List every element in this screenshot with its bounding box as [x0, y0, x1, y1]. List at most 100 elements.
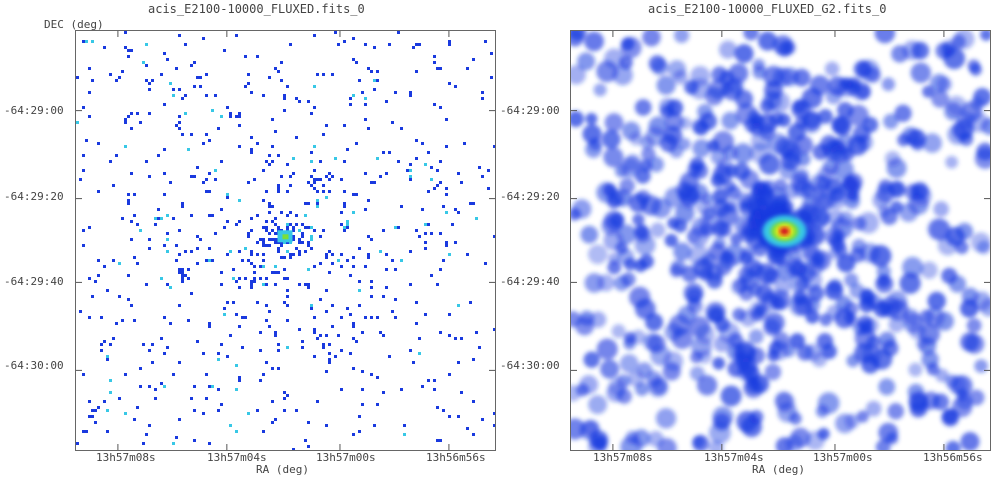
smoothed-blob: [751, 199, 772, 220]
count-pixel: [295, 247, 298, 250]
count-pixel: [397, 31, 400, 34]
count-pixel: [271, 160, 274, 163]
smoothed-blob: [697, 349, 712, 364]
count-pixel: [313, 355, 316, 358]
smoothed-blob: [712, 188, 729, 205]
smoothed-blob: [645, 313, 664, 332]
count-pixel: [439, 268, 442, 271]
smoothed-blob: [935, 368, 949, 383]
count-pixel: [364, 118, 367, 121]
count-pixel: [247, 259, 250, 262]
smoothed-blob: [941, 267, 958, 284]
count-pixel: [280, 256, 283, 259]
count-pixel: [325, 196, 328, 199]
count-pixel: [208, 247, 211, 250]
count-pixel: [202, 352, 205, 355]
smoothed-blob: [691, 118, 707, 134]
count-pixel: [325, 310, 328, 313]
count-pixel: [214, 232, 217, 235]
count-pixel: [262, 94, 265, 97]
smoothed-blob: [719, 70, 735, 86]
count-pixel: [343, 160, 346, 163]
count-pixel: [307, 445, 310, 448]
count-pixel: [283, 277, 286, 280]
count-pixel: [262, 244, 265, 247]
count-pixel: [445, 244, 448, 247]
count-pixel: [253, 280, 256, 283]
count-pixel: [82, 169, 85, 172]
count-pixel: [286, 304, 289, 307]
count-pixel: [163, 193, 166, 196]
count-pixel: [373, 79, 376, 82]
count-pixel: [169, 82, 172, 85]
count-pixel: [328, 358, 331, 361]
count-pixel: [358, 247, 361, 250]
smoothed-blob: [846, 354, 860, 368]
count-pixel: [427, 379, 430, 382]
right-image-plot[interactable]: [570, 30, 991, 451]
count-pixel: [493, 412, 495, 415]
count-pixel: [421, 385, 424, 388]
right-ytick-2: -64:29:40: [500, 275, 560, 288]
count-pixel: [178, 304, 181, 307]
count-pixel: [313, 145, 316, 148]
count-pixel: [148, 385, 151, 388]
count-pixel: [313, 328, 316, 331]
count-pixel: [478, 346, 481, 349]
count-pixel: [460, 181, 463, 184]
count-pixel: [274, 334, 277, 337]
count-pixel: [292, 253, 295, 256]
count-pixel: [436, 67, 439, 70]
count-pixel: [103, 340, 106, 343]
count-pixel: [385, 286, 388, 289]
count-pixel: [127, 49, 130, 52]
smoothed-blob: [829, 187, 845, 203]
count-pixel: [277, 349, 280, 352]
smoothed-blob: [865, 400, 882, 417]
count-pixel: [298, 328, 301, 331]
smoothed-blob: [933, 201, 949, 217]
count-pixel: [277, 187, 280, 190]
count-pixel: [280, 79, 283, 82]
count-pixel: [364, 97, 367, 100]
count-pixel: [202, 37, 205, 40]
count-pixel: [340, 211, 343, 214]
count-pixel: [190, 397, 193, 400]
count-pixel: [88, 67, 91, 70]
left-y-axis-label: DEC (deg): [44, 18, 104, 31]
count-pixel: [328, 343, 331, 346]
count-pixel: [415, 43, 418, 46]
count-pixel: [376, 157, 379, 160]
smoothed-blob: [974, 359, 988, 373]
count-pixel: [205, 94, 208, 97]
count-pixel: [424, 223, 427, 226]
smoothed-blob: [673, 31, 690, 43]
count-pixel: [481, 91, 484, 94]
count-pixel: [136, 112, 139, 115]
count-pixel: [148, 82, 151, 85]
count-pixel: [313, 187, 316, 190]
count-pixel: [148, 112, 151, 115]
count-pixel: [382, 295, 385, 298]
count-pixel: [250, 91, 253, 94]
count-pixel: [466, 67, 469, 70]
count-pixel: [97, 406, 100, 409]
count-pixel: [154, 388, 157, 391]
smoothed-blob: [748, 329, 764, 345]
count-pixel: [403, 433, 406, 436]
count-pixel: [85, 139, 88, 142]
count-pixel: [310, 175, 313, 178]
count-pixel: [370, 286, 373, 289]
smoothed-blob: [584, 31, 604, 52]
count-pixel: [361, 331, 364, 334]
smoothed-blob: [621, 37, 635, 51]
count-pixel: [97, 190, 100, 193]
count-pixel: [265, 160, 268, 163]
smoothed-blob: [632, 429, 651, 448]
count-pixel: [454, 241, 457, 244]
count-pixel: [331, 325, 334, 328]
count-pixel: [439, 439, 442, 442]
left-image-plot[interactable]: [75, 30, 496, 451]
count-pixel: [196, 262, 199, 265]
smoothed-blob: [908, 322, 926, 340]
